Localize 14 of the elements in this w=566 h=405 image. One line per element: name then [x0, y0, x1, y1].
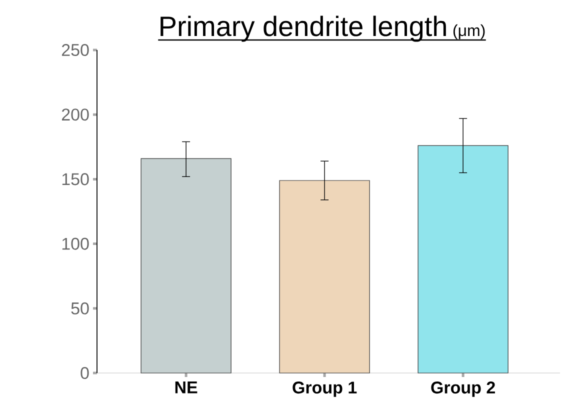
- y-tick-label: 0: [80, 366, 89, 380]
- bar: [279, 180, 370, 374]
- y-tick-label: 100: [62, 238, 89, 250]
- y-axis-title: (μm): [453, 24, 485, 40]
- chart-title: Primary dendrite length: [160, 16, 446, 42]
- x-tick-label: Group 1: [292, 382, 357, 397]
- y-tick-label: 200: [62, 108, 89, 121]
- bar: [140, 158, 232, 374]
- x-tick-label: Group 2: [431, 382, 495, 397]
- y-tick-label: 50: [71, 302, 89, 314]
- bar: [418, 145, 508, 374]
- y-tick-label: 250: [62, 44, 89, 56]
- y-tick-label: 150: [62, 173, 89, 186]
- x-tick-label: NE: [175, 382, 198, 394]
